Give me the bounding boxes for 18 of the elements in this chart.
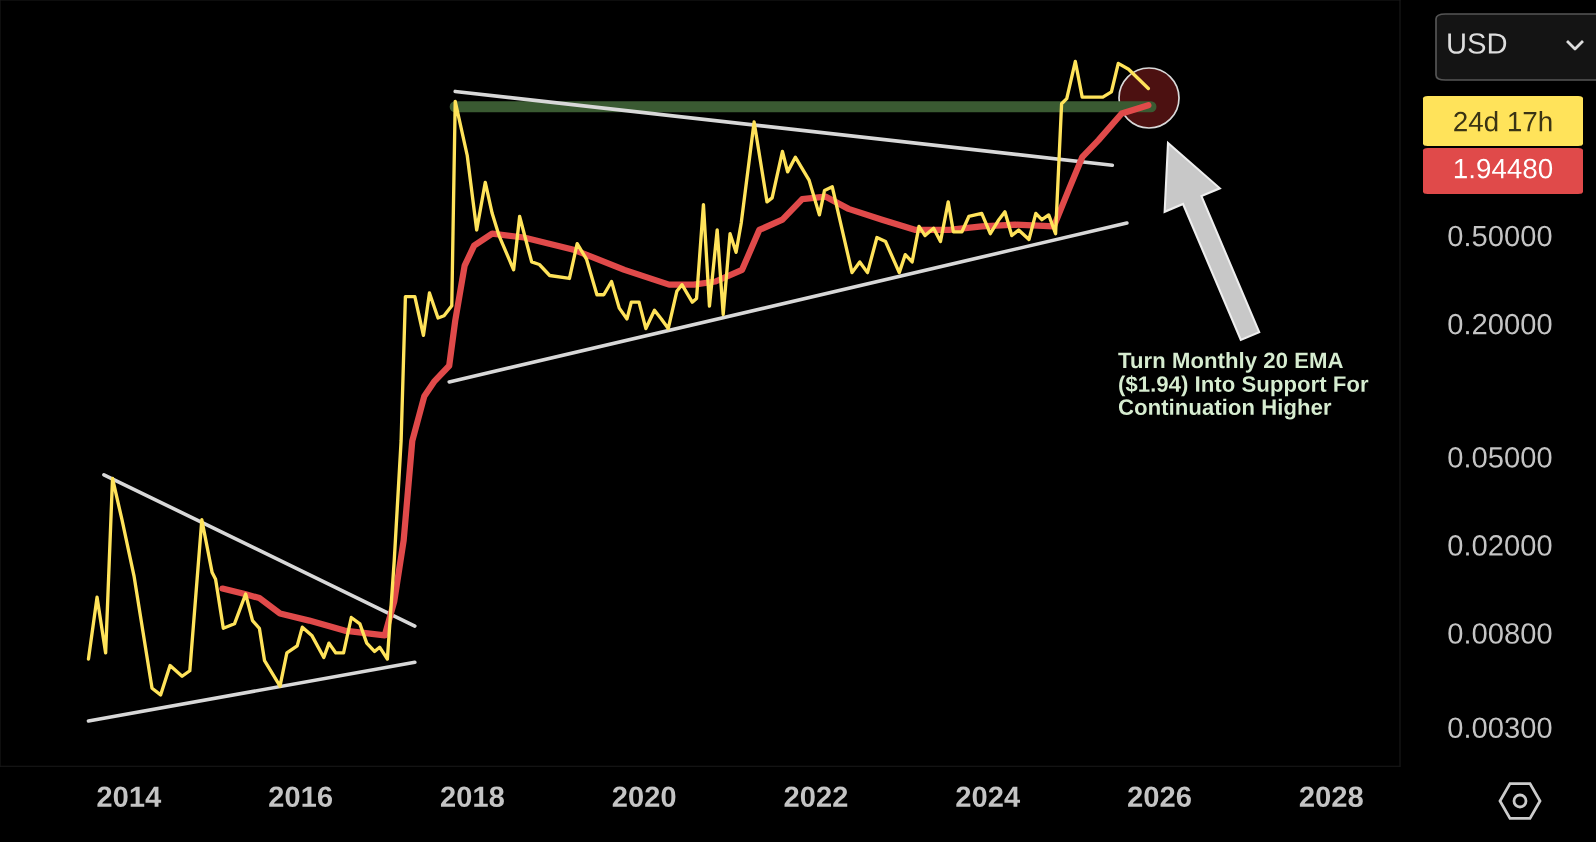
y-tick-label: 0.20000 <box>1448 313 1552 335</box>
x-tick-label: 2016 <box>269 786 332 808</box>
x-tick-label: 2020 <box>612 786 676 808</box>
y-tick-label: 0.00300 <box>1448 717 1552 739</box>
y-tick-label: 0.50000 <box>1448 225 1552 247</box>
x-tick-label: 2028 <box>1299 786 1363 808</box>
text: 24d 17h <box>1454 111 1552 132</box>
annotation: Turn Monthly 20 EMA ($1.94) Into Support For Continuation Higher <box>1118 352 1369 420</box>
x-tick-label: 2014 <box>97 786 162 808</box>
y-tick-label: 0.02000 <box>1448 535 1552 556</box>
text: USD <box>1448 33 1507 54</box>
y-tick-label: 0.00800 <box>1448 623 1552 644</box>
y-tick-label: 0.05000 <box>1448 447 1552 468</box>
x-tick-label: 2022 <box>784 786 848 808</box>
text: 1.94480 <box>1454 158 1553 179</box>
x-tick-label: 2024 <box>956 786 1021 808</box>
x-tick-label: 2026 <box>1128 786 1191 808</box>
x-tick-label: 2018 <box>440 786 504 808</box>
